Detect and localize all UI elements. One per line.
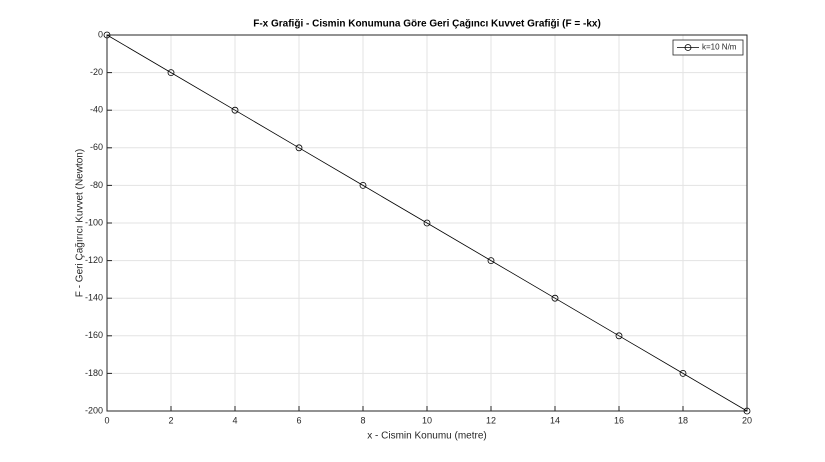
y-tick-label: -20 — [90, 67, 103, 77]
plot — [103, 31, 751, 415]
x-tick-label: 0 — [104, 415, 109, 425]
data-point — [231, 106, 239, 114]
legend-label: k=10 N/m — [702, 43, 737, 52]
y-tick-label: -160 — [85, 330, 103, 340]
x-tick-label: 14 — [550, 415, 560, 425]
data-point — [423, 219, 431, 227]
x-tick-label: 10 — [422, 415, 432, 425]
x-axis-label: x - Cismin Konumu (metre) — [367, 431, 486, 442]
data-point — [359, 181, 367, 189]
y-tick-label: 0 — [98, 29, 103, 39]
x-tick-label: 6 — [296, 415, 301, 425]
x-tick-label: 2 — [168, 415, 173, 425]
y-tick-label: -180 — [85, 368, 103, 378]
data-point — [679, 369, 687, 377]
data-point — [487, 257, 495, 265]
data-point — [615, 332, 623, 340]
y-tick-label: -60 — [90, 142, 103, 152]
legend-marker — [684, 44, 692, 51]
legend: k=10 N/m — [672, 39, 744, 56]
y-tick-label: -120 — [85, 255, 103, 265]
y-tick-label: -200 — [85, 405, 103, 415]
data-point — [743, 407, 751, 415]
data-point — [551, 294, 559, 302]
y-tick-label: -100 — [85, 217, 103, 227]
x-tick-label: 12 — [486, 415, 496, 425]
chart-title: F-x Grafiği - Cismin Konumuna Göre Geri … — [253, 19, 601, 30]
x-tick-label: 8 — [360, 415, 365, 425]
data-point — [295, 144, 303, 152]
x-tick-label: 16 — [614, 415, 624, 425]
x-tick-label: 18 — [678, 415, 688, 425]
data-line — [106, 34, 748, 412]
y-tick-label: -140 — [85, 293, 103, 303]
x-tick-label: 4 — [232, 415, 237, 425]
y-axis-label: F - Geri Çağırıcı Kuvvet (Newton) — [75, 149, 86, 297]
legend-box — [672, 39, 744, 56]
data-point — [103, 31, 111, 39]
data-point — [167, 69, 175, 76]
x-tick-label: 20 — [742, 415, 752, 425]
y-tick-label: -80 — [90, 180, 103, 190]
y-tick-label: -40 — [90, 105, 103, 115]
grid — [106, 34, 748, 412]
axes-box — [106, 34, 748, 412]
